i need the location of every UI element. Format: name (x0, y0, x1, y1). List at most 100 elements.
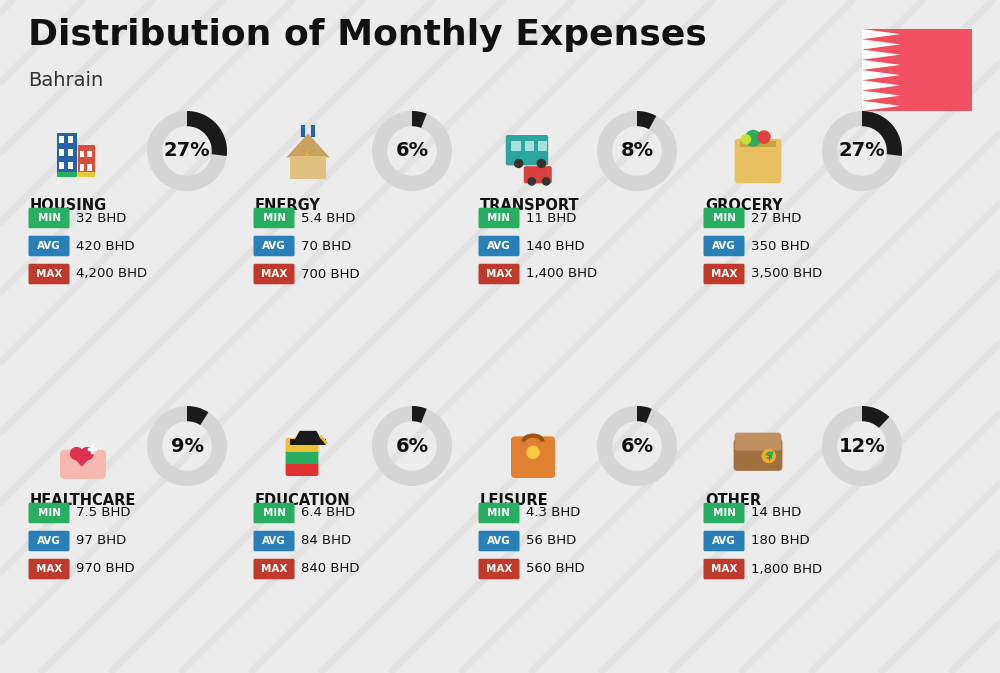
FancyBboxPatch shape (254, 236, 294, 256)
Circle shape (537, 159, 546, 168)
Text: TRANSPORT: TRANSPORT (480, 198, 580, 213)
Wedge shape (822, 406, 902, 486)
Text: 56 BHD: 56 BHD (526, 534, 576, 548)
Circle shape (526, 446, 540, 459)
Circle shape (762, 449, 776, 463)
Circle shape (745, 130, 762, 147)
Text: MAX: MAX (36, 269, 62, 279)
Text: GROCERY: GROCERY (705, 198, 783, 213)
Text: AVG: AVG (37, 536, 61, 546)
FancyBboxPatch shape (254, 559, 294, 579)
FancyBboxPatch shape (479, 264, 520, 284)
Text: 7.5 BHD: 7.5 BHD (76, 507, 130, 520)
Text: OTHER: OTHER (705, 493, 761, 508)
FancyBboxPatch shape (479, 503, 520, 523)
Text: Bahrain: Bahrain (28, 71, 103, 90)
Text: 11 BHD: 11 BHD (526, 211, 576, 225)
FancyBboxPatch shape (29, 531, 70, 551)
FancyBboxPatch shape (525, 141, 534, 151)
Text: 560 BHD: 560 BHD (526, 563, 585, 575)
Text: AVG: AVG (712, 536, 736, 546)
FancyBboxPatch shape (735, 433, 781, 451)
FancyBboxPatch shape (254, 208, 294, 228)
FancyBboxPatch shape (68, 136, 73, 143)
Wedge shape (147, 406, 227, 486)
Text: 180 BHD: 180 BHD (751, 534, 810, 548)
FancyBboxPatch shape (290, 156, 326, 179)
FancyBboxPatch shape (29, 559, 70, 579)
Text: 27%: 27% (164, 141, 210, 160)
Text: MIN: MIN (262, 213, 286, 223)
FancyBboxPatch shape (704, 264, 744, 284)
FancyBboxPatch shape (254, 531, 294, 551)
Text: LEISURE: LEISURE (480, 493, 549, 508)
Text: Distribution of Monthly Expenses: Distribution of Monthly Expenses (28, 18, 707, 52)
Text: MAX: MAX (486, 269, 512, 279)
Text: 1,400 BHD: 1,400 BHD (526, 267, 597, 281)
Text: ENERGY: ENERGY (255, 198, 321, 213)
FancyBboxPatch shape (704, 208, 744, 228)
FancyBboxPatch shape (29, 264, 70, 284)
Text: MAX: MAX (711, 269, 737, 279)
Wedge shape (862, 406, 889, 428)
Text: EDUCATION: EDUCATION (255, 493, 351, 508)
Text: AVG: AVG (262, 536, 286, 546)
FancyBboxPatch shape (735, 139, 781, 183)
Text: 970 BHD: 970 BHD (76, 563, 135, 575)
Circle shape (70, 447, 83, 460)
FancyBboxPatch shape (68, 149, 73, 156)
Text: MAX: MAX (261, 564, 287, 574)
Text: 140 BHD: 140 BHD (526, 240, 585, 252)
FancyBboxPatch shape (78, 172, 95, 176)
FancyBboxPatch shape (506, 135, 548, 166)
Wedge shape (412, 406, 427, 423)
FancyBboxPatch shape (87, 164, 92, 170)
Text: AVG: AVG (262, 241, 286, 251)
Polygon shape (71, 455, 93, 467)
Text: 12%: 12% (839, 437, 885, 456)
Text: HOUSING: HOUSING (30, 198, 107, 213)
Text: 6%: 6% (395, 141, 429, 160)
Circle shape (80, 447, 94, 460)
FancyBboxPatch shape (511, 141, 521, 151)
FancyBboxPatch shape (29, 208, 70, 228)
Text: 350 BHD: 350 BHD (751, 240, 810, 252)
Text: 700 BHD: 700 BHD (301, 267, 360, 281)
Text: 5.4 BHD: 5.4 BHD (301, 211, 355, 225)
Text: AVG: AVG (487, 241, 511, 251)
Text: AVG: AVG (37, 241, 61, 251)
FancyBboxPatch shape (59, 136, 64, 143)
FancyBboxPatch shape (862, 29, 972, 111)
Text: 8%: 8% (620, 141, 654, 160)
Polygon shape (862, 29, 900, 111)
Text: MIN: MIN (712, 508, 736, 518)
FancyBboxPatch shape (80, 151, 84, 157)
FancyBboxPatch shape (479, 208, 520, 228)
Text: MIN: MIN (488, 213, 511, 223)
FancyBboxPatch shape (87, 151, 92, 157)
Wedge shape (822, 111, 902, 191)
Text: MAX: MAX (711, 564, 737, 574)
Wedge shape (372, 406, 452, 486)
Wedge shape (597, 406, 677, 486)
Text: AVG: AVG (712, 241, 736, 251)
FancyBboxPatch shape (286, 462, 318, 476)
FancyBboxPatch shape (479, 531, 520, 551)
Wedge shape (412, 111, 427, 128)
FancyBboxPatch shape (254, 264, 294, 284)
FancyBboxPatch shape (704, 236, 744, 256)
Text: HEALTHCARE: HEALTHCARE (30, 493, 136, 508)
Wedge shape (597, 111, 677, 191)
FancyBboxPatch shape (29, 503, 70, 523)
FancyBboxPatch shape (704, 531, 744, 551)
Text: 84 BHD: 84 BHD (301, 534, 351, 548)
Text: 6%: 6% (620, 437, 654, 456)
FancyBboxPatch shape (734, 439, 782, 471)
FancyBboxPatch shape (704, 559, 744, 579)
Text: MAX: MAX (36, 564, 62, 574)
Circle shape (757, 131, 771, 144)
Wedge shape (862, 111, 902, 156)
Text: MIN: MIN (38, 213, 61, 223)
Polygon shape (286, 133, 330, 157)
Text: MAX: MAX (261, 269, 287, 279)
